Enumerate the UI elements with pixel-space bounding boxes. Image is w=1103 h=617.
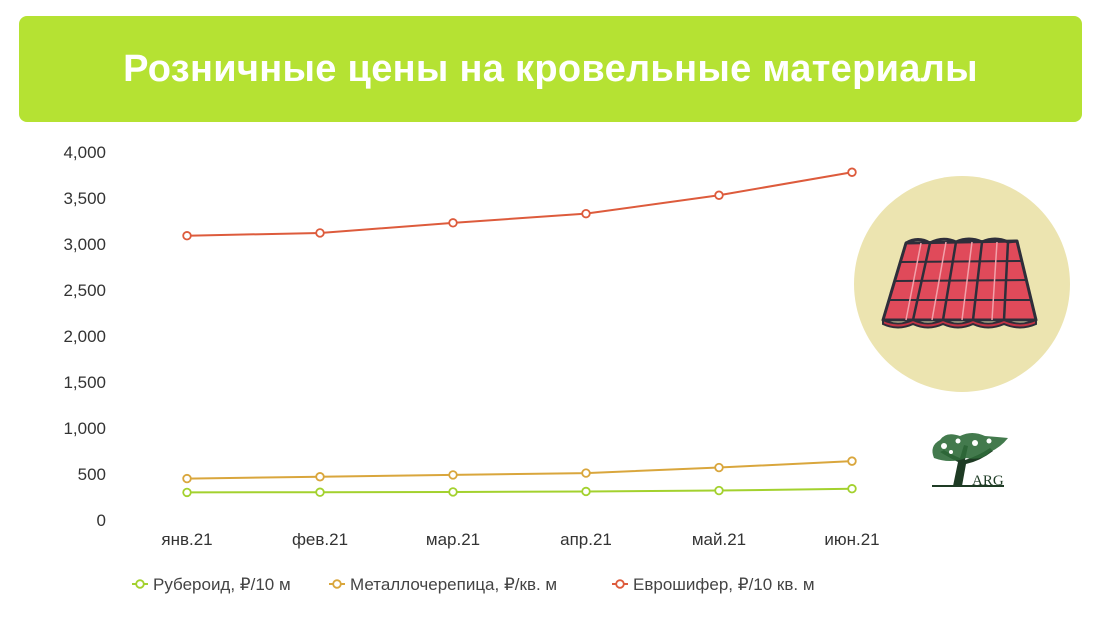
data-point bbox=[714, 462, 724, 473]
legend-label: Рубероид, ₽/10 м bbox=[153, 575, 291, 594]
legend-label: Еврошифер, ₽/10 кв. м bbox=[633, 575, 815, 594]
roof-illustration bbox=[854, 176, 1070, 392]
tree-logo-icon bbox=[932, 433, 1008, 487]
logo-text: ARG bbox=[972, 473, 1004, 489]
y-tick-label: 3,000 bbox=[63, 235, 106, 254]
series-group bbox=[182, 167, 857, 498]
arg-logo: ARG bbox=[932, 433, 1008, 489]
y-tick-label: 3,500 bbox=[63, 189, 106, 208]
data-point bbox=[315, 228, 325, 238]
series-1 bbox=[182, 456, 857, 484]
data-point bbox=[847, 167, 857, 177]
series-0 bbox=[182, 484, 857, 498]
x-tick-label: фев.21 bbox=[292, 530, 348, 549]
legend-item: Металлочерепица, ₽/кв. м bbox=[329, 575, 557, 594]
data-point bbox=[315, 487, 325, 497]
x-axis: янв.21 фев.21 мар.21 апр.21 май.21 июн.21 bbox=[161, 530, 879, 549]
data-point bbox=[714, 485, 724, 496]
legend-label: Металлочерепица, ₽/кв. м bbox=[350, 575, 557, 594]
x-tick-label: мар.21 bbox=[426, 530, 480, 549]
chart-title: Розничные цены на кровельные материалы bbox=[123, 47, 978, 90]
y-tick-label: 2,500 bbox=[63, 281, 106, 300]
roof-tile-icon bbox=[881, 237, 1038, 329]
data-point bbox=[714, 190, 724, 200]
legend-item: Еврошифер, ₽/10 кв. м bbox=[612, 575, 815, 594]
x-tick-label: апр.21 bbox=[560, 530, 612, 549]
data-point bbox=[448, 218, 458, 228]
legend-item: Рубероид, ₽/10 м bbox=[132, 575, 291, 594]
x-tick-label: май.21 bbox=[692, 530, 746, 549]
data-point bbox=[581, 468, 591, 478]
y-tick-label: 4,000 bbox=[63, 143, 106, 162]
legend-marker bbox=[615, 579, 625, 589]
legend-marker bbox=[135, 579, 145, 589]
data-point bbox=[448, 487, 458, 497]
legend-marker bbox=[332, 579, 342, 589]
series-line bbox=[186, 171, 853, 237]
series-line bbox=[186, 460, 853, 480]
data-point bbox=[847, 484, 857, 494]
y-tick-label: 500 bbox=[78, 465, 106, 484]
data-point bbox=[448, 470, 458, 480]
data-point bbox=[581, 208, 591, 219]
data-point bbox=[182, 487, 192, 498]
data-point bbox=[182, 473, 192, 484]
data-point bbox=[182, 231, 192, 241]
x-tick-label: июн.21 bbox=[824, 530, 879, 549]
series-line bbox=[186, 487, 853, 494]
y-tick-label: 1,000 bbox=[63, 419, 106, 438]
title-banner: Розничные цены на кровельные материалы bbox=[19, 16, 1082, 122]
data-point bbox=[847, 456, 857, 466]
y-axis: 0 500 1,000 1,500 2,000 2,500 3,000 3,500 4,000 bbox=[63, 143, 106, 530]
x-tick-label: янв.21 bbox=[161, 530, 212, 549]
data-point bbox=[315, 472, 325, 482]
y-tick-label: 2,000 bbox=[63, 327, 106, 346]
y-tick-label: 1,500 bbox=[63, 373, 106, 392]
series-2 bbox=[182, 167, 857, 241]
y-tick-label: 0 bbox=[97, 511, 106, 530]
data-point bbox=[581, 486, 591, 497]
legend: Рубероид, ₽/10 м Металлочерепица, ₽/кв. м… bbox=[132, 575, 815, 594]
